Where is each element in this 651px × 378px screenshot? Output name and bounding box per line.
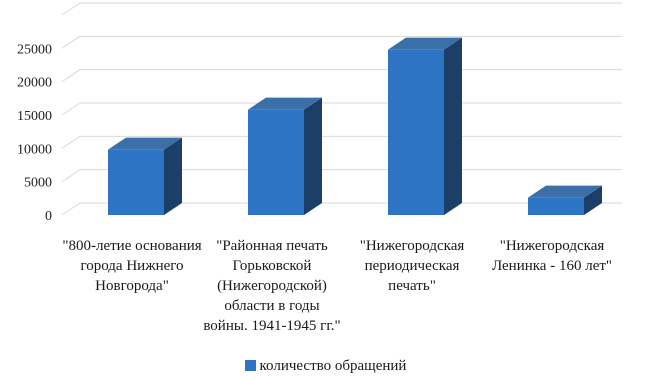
x-tick-label: "800-летие основания города Нижнего Новг… [62,238,202,294]
gridline-side [61,169,81,183]
bar [528,185,602,215]
x-tick-label: "Нижегородская периодическая печать" [359,238,465,294]
gridline-side [61,69,81,83]
bar-top [528,185,602,198]
x-tick-label: "Нижегородская Ленинка - 160 лет" [491,238,613,274]
gridline-side [61,102,81,116]
gridline-side [61,2,81,16]
bar [248,97,322,215]
bar-side [584,185,602,215]
legend: количество обращений [0,358,651,375]
gridline-side [61,202,81,216]
bar-front [388,49,444,215]
legend-swatch [244,360,256,371]
y-tick-label: 0 [45,209,52,224]
bar-side [304,97,322,215]
y-tick-label: 10000 [17,142,52,157]
y-tick-label: 5000 [24,176,52,191]
y-tick-label: 15000 [17,109,52,124]
x-tick-label: "Районная печать Горьковской (Нижегородс… [203,238,341,334]
bars [108,37,602,215]
bar-side [444,37,462,215]
gridline-side [61,35,81,49]
legend-label: количество обращений [259,358,407,374]
y-tick-label: 25000 [17,42,52,57]
gridline-side [61,135,81,149]
y-tick-label: 20000 [17,76,52,91]
bar-front [248,109,304,215]
bar-top [388,37,462,50]
bar-top [248,97,322,110]
bar-front [108,149,164,215]
bar [388,37,462,215]
bar [108,137,182,215]
y-axis-ticks: 0 5000 10000 15000 20000 25000 [17,42,52,224]
bar-front [528,197,584,215]
bar-side [164,137,182,215]
bar-top [108,137,182,150]
